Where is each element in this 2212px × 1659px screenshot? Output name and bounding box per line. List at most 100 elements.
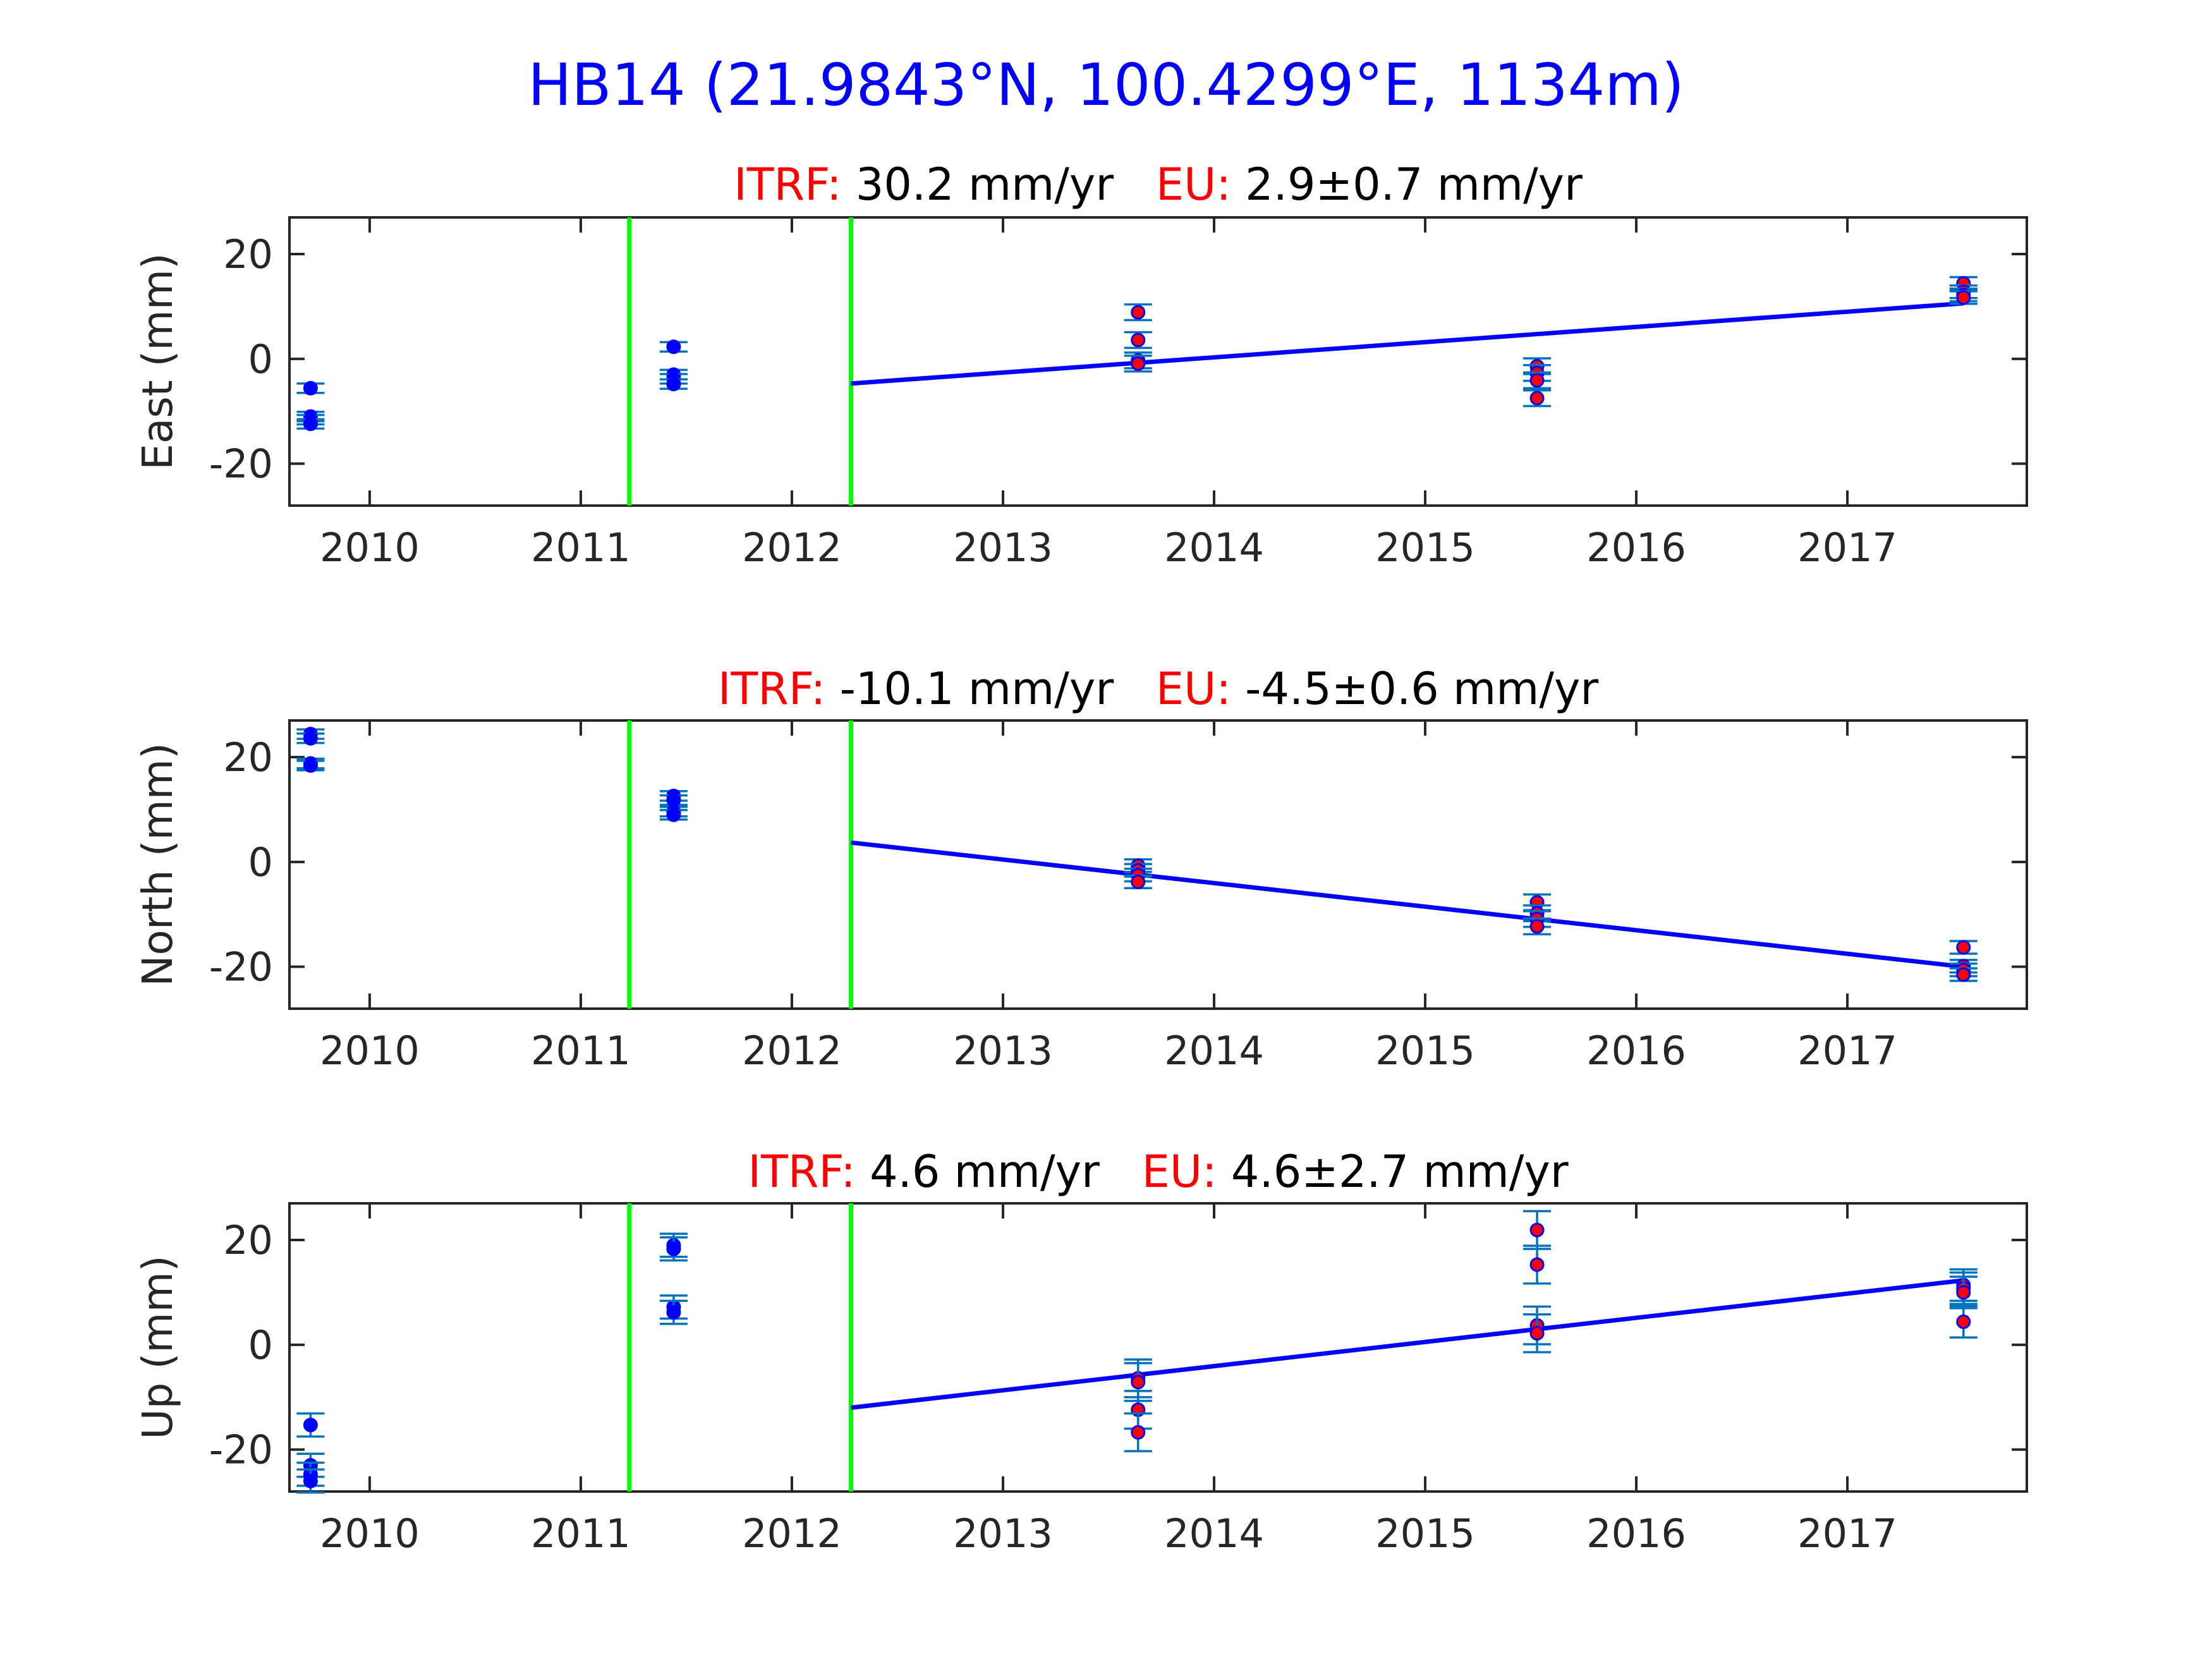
point-marker xyxy=(1131,356,1146,371)
eu-value: 2.9±0.7 mm/yr xyxy=(1231,159,1583,210)
point-marker xyxy=(1131,332,1146,348)
point-marker xyxy=(303,416,318,432)
point-marker xyxy=(1529,391,1545,406)
x-tick-label: 2015 xyxy=(1375,1510,1475,1557)
point-marker xyxy=(666,1304,681,1320)
data-point xyxy=(1523,1313,1552,1354)
point-marker xyxy=(666,377,681,392)
itrf-value: -10.1 mm/yr xyxy=(825,663,1114,715)
data-point xyxy=(296,416,325,432)
x-tick-label: 2010 xyxy=(320,1028,420,1074)
x-tick-label: 2011 xyxy=(531,1028,631,1074)
data-point xyxy=(659,1299,688,1325)
data-point xyxy=(296,1468,325,1494)
x-tick-label: 2010 xyxy=(320,525,420,571)
point-marker xyxy=(303,1418,318,1433)
panel-subtitle: ITRF: -10.1 mm/yr EU: -4.5±0.6 mm/yr xyxy=(718,663,1599,715)
fit-line xyxy=(851,301,1964,386)
point-marker xyxy=(666,1241,681,1256)
point-marker xyxy=(1131,1425,1146,1440)
eu-label: EU: xyxy=(1100,1146,1217,1198)
itrf-value: 4.6 mm/yr xyxy=(856,1146,1100,1198)
point-marker xyxy=(1956,940,1971,955)
data-point xyxy=(1124,303,1152,322)
data-point xyxy=(1949,1304,1978,1339)
eu-value: 4.6±2.7 mm/yr xyxy=(1217,1146,1569,1198)
x-tick-label: 2015 xyxy=(1375,1028,1475,1074)
data-point xyxy=(296,758,325,773)
x-tick-label: 2016 xyxy=(1586,1028,1686,1074)
x-tick-label: 2014 xyxy=(1164,1510,1264,1557)
data-point xyxy=(296,731,325,746)
x-tick-label: 2012 xyxy=(742,1510,842,1557)
point-marker xyxy=(1529,1222,1545,1237)
data-point xyxy=(659,807,688,822)
point-marker xyxy=(1529,1326,1545,1341)
point-marker xyxy=(666,339,681,355)
point-marker xyxy=(1529,1257,1545,1272)
x-tick-label: 2014 xyxy=(1164,525,1264,571)
data-point xyxy=(1124,874,1152,890)
x-tick-label: 2011 xyxy=(531,1510,631,1557)
x-tick-label: 2016 xyxy=(1586,1510,1686,1557)
data-point xyxy=(1949,940,1978,955)
y-tick-label: -20 xyxy=(209,1427,273,1473)
point-marker xyxy=(303,380,318,396)
x-tick-label: 2013 xyxy=(953,1510,1053,1557)
data-point xyxy=(1124,331,1152,349)
x-tick-label: 2012 xyxy=(742,525,842,571)
x-tick-label: 2013 xyxy=(953,525,1053,571)
point-marker xyxy=(1131,305,1146,320)
point-marker xyxy=(1956,1285,1971,1300)
panel-up: ITRF: 4.6 mm/yr EU: 4.6±2.7 mm/yr 2010 201… xyxy=(133,1146,2028,1557)
y-axis-label: North (mm) xyxy=(133,743,182,987)
figure-title: HB14 (21.9843°N, 100.4299°E, 1134m) xyxy=(528,51,1684,119)
x-tick-label: 2017 xyxy=(1797,1510,1897,1557)
data-point xyxy=(1523,371,1552,390)
point-marker xyxy=(303,758,318,773)
x-tick-label: 2012 xyxy=(742,1028,842,1074)
data-point xyxy=(659,339,688,355)
data-point xyxy=(296,1412,325,1438)
point-marker xyxy=(1956,967,1971,982)
point-marker xyxy=(1529,373,1545,388)
y-tick-label: 20 xyxy=(223,1217,273,1263)
point-marker xyxy=(303,731,318,746)
axes-frame xyxy=(288,719,2028,1010)
y-tick-label: 0 xyxy=(248,839,273,885)
x-tick-label: 2016 xyxy=(1586,525,1686,571)
x-tick-label: 2010 xyxy=(320,1510,420,1557)
data-point xyxy=(296,380,325,396)
x-tick-label: 2013 xyxy=(953,1028,1053,1074)
y-tick-label: 0 xyxy=(248,1322,273,1368)
point-marker xyxy=(1131,874,1146,889)
itrf-label: ITRF: xyxy=(748,1146,855,1198)
x-tick-label: 2015 xyxy=(1375,525,1475,571)
y-tick-label: 20 xyxy=(223,734,273,781)
y-tick-label: -20 xyxy=(209,441,273,487)
y-tick-label: 0 xyxy=(248,336,273,382)
point-marker xyxy=(666,807,681,822)
data-point xyxy=(1523,917,1552,936)
panel-subtitle: ITRF: 30.2 mm/yr EU: 2.9±0.7 mm/yr xyxy=(734,159,1583,210)
eu-value: -4.5±0.6 mm/yr xyxy=(1231,663,1598,715)
data-point xyxy=(1949,967,1978,982)
point-marker xyxy=(303,1473,318,1488)
y-axis-label: East (mm) xyxy=(133,253,182,470)
x-tick-label: 2017 xyxy=(1797,1028,1897,1074)
panel-subtitle: ITRF: 4.6 mm/yr EU: 4.6±2.7 mm/yr xyxy=(748,1146,1568,1198)
point-marker xyxy=(1529,919,1545,934)
point-marker xyxy=(1131,1375,1146,1390)
eu-label: EU: xyxy=(1114,159,1231,210)
y-axis-label: Up (mm) xyxy=(133,1255,182,1439)
data-point xyxy=(1523,1244,1552,1285)
x-tick-label: 2011 xyxy=(531,525,631,571)
eu-label: EU: xyxy=(1114,663,1231,715)
fit-line xyxy=(851,1278,1964,1410)
axes-frame xyxy=(288,1202,2028,1493)
y-tick-label: 20 xyxy=(223,231,273,277)
data-point xyxy=(1124,1412,1152,1452)
point-marker xyxy=(1956,290,1971,305)
data-point xyxy=(1949,290,1978,305)
